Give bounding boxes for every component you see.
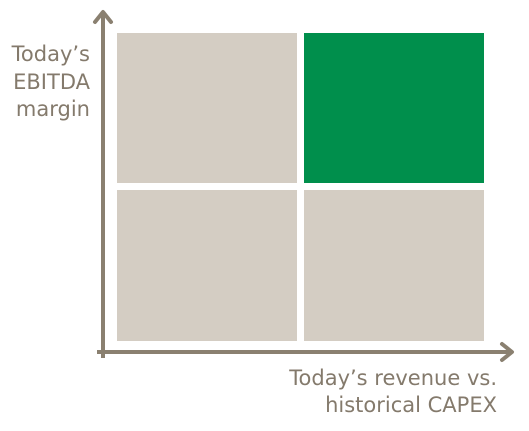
y-axis-label-line: EBITDA [13, 70, 90, 94]
x-axis-label-line: historical CAPEX [325, 393, 497, 417]
x-axis-arrow [500, 342, 514, 362]
quadrant-bottom-right [304, 190, 484, 341]
y-axis-arrow [93, 10, 113, 24]
quadrant-top-right [304, 33, 484, 183]
quadrant-bottom-left [117, 190, 297, 341]
quadrant-top-left [117, 33, 297, 183]
x-axis-label-line: Today’s revenue vs. [288, 366, 497, 390]
y-axis-label-line: margin [16, 97, 90, 121]
y-axis-label-line: Today’s [11, 42, 90, 66]
